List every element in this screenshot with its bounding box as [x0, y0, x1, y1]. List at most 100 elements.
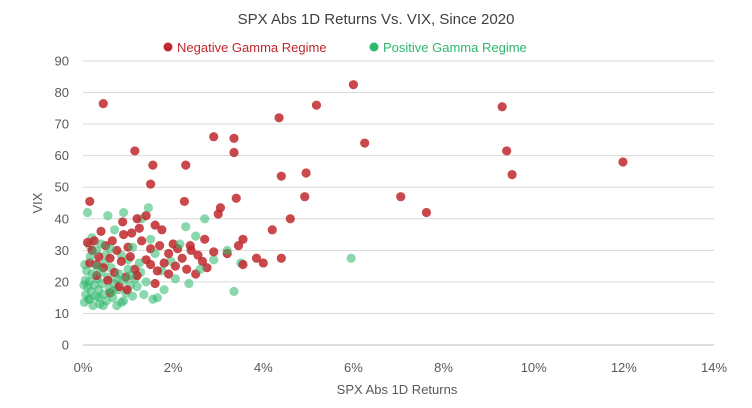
- data-point-negative-gamma-regime: [125, 252, 135, 262]
- data-point-positive-gamma-regime: [195, 264, 205, 274]
- data-point-negative-gamma-regime: [182, 264, 192, 274]
- data-point-positive-gamma-regime: [150, 248, 160, 259]
- data-point-negative-gamma-regime: [311, 100, 322, 110]
- data-point-negative-gamma-regime: [136, 236, 147, 246]
- data-point-negative-gamma-regime: [229, 133, 239, 143]
- data-point-positive-gamma-regime: [132, 282, 142, 292]
- data-point-positive-gamma-regime: [200, 214, 210, 224]
- data-point-negative-gamma-regime: [193, 250, 203, 260]
- x-tick-label: 6%: [344, 360, 363, 375]
- data-point-positive-gamma-regime: [82, 207, 93, 218]
- x-tick-label: 12%: [611, 360, 637, 375]
- data-point-negative-gamma-regime: [85, 196, 95, 207]
- data-point-negative-gamma-regime: [285, 214, 295, 224]
- data-point-positive-gamma-regime: [89, 280, 99, 290]
- data-point-positive-gamma-regime: [146, 234, 156, 244]
- data-point-negative-gamma-regime: [118, 229, 129, 240]
- data-point-negative-gamma-regime: [134, 223, 144, 233]
- data-point-positive-gamma-regime: [139, 289, 149, 300]
- data-point-negative-gamma-regime: [276, 253, 286, 263]
- data-point-negative-gamma-regime: [200, 234, 210, 244]
- data-point-positive-gamma-regime: [127, 242, 138, 252]
- data-point-positive-gamma-regime: [118, 296, 129, 306]
- data-point-positive-gamma-regime: [127, 291, 138, 301]
- data-point-negative-gamma-regime: [96, 226, 106, 236]
- data-point-negative-gamma-regime: [150, 278, 160, 289]
- data-point-positive-gamma-regime: [105, 244, 115, 254]
- y-tick-label: 50: [55, 180, 69, 195]
- data-point-negative-gamma-regime: [300, 192, 310, 202]
- data-point-negative-gamma-regime: [213, 209, 223, 219]
- data-point-positive-gamma-regime: [103, 211, 113, 221]
- x-axis-title: SPX Abs 1D Returns: [337, 382, 458, 397]
- y-tick-label: 60: [55, 148, 69, 163]
- data-point-positive-gamma-regime: [159, 285, 169, 295]
- data-point-negative-gamma-regime: [421, 207, 432, 218]
- data-point-negative-gamma-regime: [251, 253, 262, 263]
- data-points: [79, 80, 628, 311]
- data-point-negative-gamma-regime: [301, 168, 311, 178]
- data-point-positive-gamma-regime: [175, 239, 185, 249]
- data-point-positive-gamma-regime: [184, 278, 194, 289]
- data-point-positive-gamma-regime: [94, 293, 104, 303]
- data-point-positive-gamma-regime: [143, 203, 153, 213]
- x-tick-label: 2%: [164, 360, 183, 375]
- data-point-negative-gamma-regime: [168, 239, 178, 249]
- x-tick-label: 14%: [701, 360, 727, 375]
- data-point-positive-gamma-regime: [118, 207, 129, 218]
- data-point-negative-gamma-regime: [132, 214, 142, 224]
- data-point-positive-gamma-regime: [80, 275, 90, 285]
- data-point-negative-gamma-regime: [396, 192, 406, 202]
- data-point-negative-gamma-regime: [98, 99, 108, 109]
- data-point-positive-gamma-regime: [85, 252, 95, 262]
- y-tick-label: 30: [55, 243, 69, 258]
- data-point-negative-gamma-regime: [181, 160, 191, 170]
- data-point-negative-gamma-regime: [127, 228, 137, 238]
- data-point-negative-gamma-regime: [170, 261, 180, 271]
- data-point-negative-gamma-regime: [150, 220, 160, 230]
- data-point-positive-gamma-regime: [98, 300, 108, 311]
- data-point-positive-gamma-regime: [112, 300, 122, 311]
- data-point-negative-gamma-regime: [105, 253, 115, 263]
- data-point-negative-gamma-regime: [155, 241, 165, 251]
- data-point-negative-gamma-regime: [274, 113, 284, 123]
- data-point-positive-gamma-regime: [91, 261, 102, 271]
- data-point-negative-gamma-regime: [229, 147, 239, 158]
- data-point-positive-gamma-regime: [181, 222, 191, 232]
- x-tick-label: 8%: [434, 360, 453, 375]
- data-point-negative-gamma-regime: [177, 253, 187, 263]
- data-point-negative-gamma-regime: [258, 258, 268, 268]
- data-point-negative-gamma-regime: [507, 170, 517, 180]
- data-point-negative-gamma-regime: [132, 270, 142, 281]
- y-tick-label: 70: [55, 117, 69, 132]
- data-point-negative-gamma-regime: [186, 245, 196, 255]
- data-point-negative-gamma-regime: [276, 171, 286, 181]
- data-point-negative-gamma-regime: [179, 196, 190, 207]
- data-point-negative-gamma-regime: [146, 179, 156, 189]
- data-point-negative-gamma-regime: [267, 225, 277, 235]
- data-point-negative-gamma-regime: [82, 237, 93, 248]
- data-point-negative-gamma-regime: [348, 80, 359, 90]
- y-tick-label: 10: [55, 306, 69, 321]
- data-point-negative-gamma-regime: [152, 266, 162, 276]
- data-point-negative-gamma-regime: [360, 138, 370, 148]
- data-point-negative-gamma-regime: [231, 193, 241, 203]
- data-point-negative-gamma-regime: [107, 236, 117, 246]
- data-point-positive-gamma-regime: [114, 269, 124, 279]
- data-point-negative-gamma-regime: [164, 248, 174, 259]
- data-point-negative-gamma-regime: [122, 285, 132, 295]
- legend-marker-negative-gamma: [163, 42, 173, 52]
- x-tick-label: 10%: [521, 360, 547, 375]
- data-point-negative-gamma-regime: [233, 241, 244, 251]
- axes: 0 10 20 30 40 50 60 70 80 90 0% 2% 4% 6% 8% 10% 12% 14%: [55, 54, 728, 376]
- legend: Negative Gamma Regime Positive Gamma Reg…: [163, 40, 527, 55]
- data-point-negative-gamma-regime: [238, 259, 248, 270]
- data-point-positive-gamma-regime: [170, 274, 180, 284]
- data-point-positive-gamma-regime: [222, 245, 232, 255]
- data-point-positive-gamma-regime: [82, 266, 92, 276]
- data-point-positive-gamma-regime: [346, 253, 356, 263]
- data-point-positive-gamma-regime: [141, 277, 151, 287]
- data-point-negative-gamma-regime: [116, 256, 126, 266]
- data-point-negative-gamma-regime: [148, 160, 158, 170]
